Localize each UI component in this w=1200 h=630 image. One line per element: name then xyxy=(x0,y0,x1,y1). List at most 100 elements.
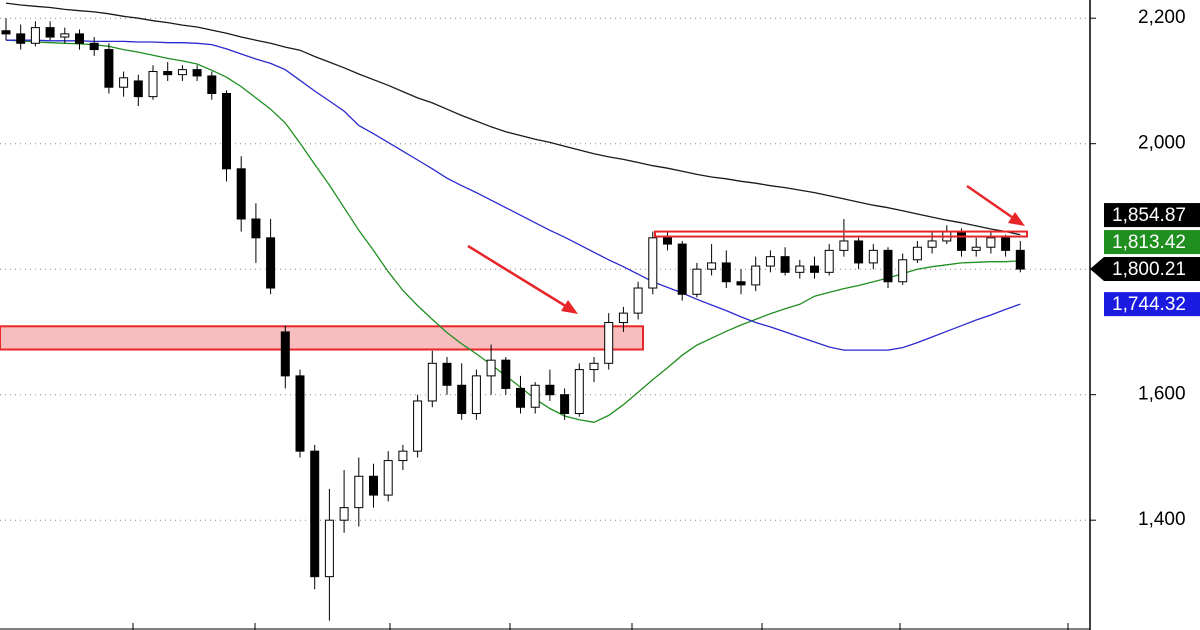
candle-body xyxy=(413,400,423,452)
candle-body xyxy=(280,331,290,377)
candle-body xyxy=(824,249,834,273)
resistance-line xyxy=(654,230,1028,238)
ma-layer xyxy=(5,2,1021,423)
candle-body xyxy=(30,27,40,44)
candle-body xyxy=(986,237,996,248)
price-label-box xyxy=(1090,257,1200,282)
y-tick-label: 2,200 xyxy=(1138,7,1186,28)
price-label: 1,744.32 xyxy=(1112,294,1186,315)
candle-body xyxy=(780,256,790,273)
candle-body xyxy=(839,240,849,251)
candle-body xyxy=(89,42,99,51)
grid xyxy=(0,17,1090,521)
candle-body xyxy=(236,168,246,220)
price-label-box xyxy=(1104,203,1200,228)
price-label: 1,854.87 xyxy=(1112,205,1186,226)
candle-body xyxy=(222,92,231,170)
candle-body xyxy=(633,287,643,314)
candle-body xyxy=(883,249,893,283)
arrow xyxy=(966,184,1020,224)
candle-body xyxy=(604,322,614,364)
candle-body xyxy=(398,450,408,462)
candle-body xyxy=(177,69,187,76)
price-labels: 1,744.32 1,800.21 1,813.42 1,854.87 xyxy=(1090,203,1200,317)
candle-layer xyxy=(1,18,1025,621)
candle-body xyxy=(648,237,658,289)
candle-body xyxy=(854,240,864,264)
y-tick-label: 1,600 xyxy=(1138,384,1186,405)
candle-body xyxy=(574,369,584,415)
candle-body xyxy=(119,77,129,88)
zone-layer xyxy=(0,325,644,351)
candle-body xyxy=(957,231,966,251)
candle-body xyxy=(427,362,437,402)
candle-body xyxy=(457,384,467,415)
candle-body xyxy=(383,460,393,496)
arrow-head xyxy=(1008,212,1025,226)
moving-average xyxy=(5,2,1021,236)
candle-body xyxy=(442,362,452,386)
annotation-layer xyxy=(467,184,1028,314)
price-label-box xyxy=(1104,230,1200,255)
candle-body xyxy=(339,507,349,521)
candle-body xyxy=(751,265,761,286)
candle-body xyxy=(251,218,261,239)
arrow-head xyxy=(561,300,578,314)
candle-body xyxy=(618,312,628,324)
candle-body xyxy=(501,359,511,389)
candle-body xyxy=(354,475,364,509)
arrow xyxy=(467,244,573,312)
candle-body xyxy=(692,268,702,295)
price-label: 1,813.42 xyxy=(1112,232,1186,253)
candle-body xyxy=(663,237,672,245)
candle-body xyxy=(163,71,173,76)
price-label-box xyxy=(1104,292,1200,317)
candle-body xyxy=(516,387,525,408)
candle-body xyxy=(912,246,922,261)
candle-body xyxy=(104,49,114,88)
candle-body xyxy=(765,256,775,267)
candle-body xyxy=(471,375,481,415)
candle-body xyxy=(560,394,570,415)
candle-body xyxy=(1015,249,1025,270)
candle-body xyxy=(530,384,540,408)
candle-body xyxy=(795,265,805,273)
candle-body xyxy=(1001,237,1011,251)
candle-body xyxy=(736,281,746,286)
y-tick-label: 1,400 xyxy=(1138,509,1186,530)
candle-body xyxy=(192,69,202,77)
x-ticks xyxy=(132,623,1069,630)
candle-body xyxy=(810,265,819,273)
candle-body xyxy=(133,80,143,98)
candle-body xyxy=(971,246,981,251)
moving-average xyxy=(5,39,1021,423)
candle-body xyxy=(75,33,84,44)
candle-body xyxy=(369,475,378,496)
candle-body xyxy=(16,33,26,44)
candle-body xyxy=(324,519,334,578)
candle-body xyxy=(486,359,496,377)
candle-body xyxy=(677,243,687,295)
candle-body xyxy=(45,27,55,38)
candle-body xyxy=(707,262,717,270)
candle-body xyxy=(60,33,70,38)
candle-body xyxy=(545,384,555,396)
moving-average xyxy=(6,39,1021,351)
candle-body xyxy=(927,240,937,248)
candle-body xyxy=(721,262,731,283)
candle-body xyxy=(295,375,305,452)
candle-body xyxy=(207,75,217,94)
candle-body xyxy=(898,259,908,283)
candle-body xyxy=(868,249,878,264)
candle-body xyxy=(589,362,599,371)
candle-body xyxy=(1,30,11,35)
y-tick-label: 2,000 xyxy=(1138,133,1186,154)
support-zone xyxy=(0,325,644,351)
candle-body xyxy=(310,450,320,578)
candle-body xyxy=(148,71,158,98)
candle-body xyxy=(266,237,276,289)
price-label: 1,800.21 xyxy=(1112,259,1186,280)
